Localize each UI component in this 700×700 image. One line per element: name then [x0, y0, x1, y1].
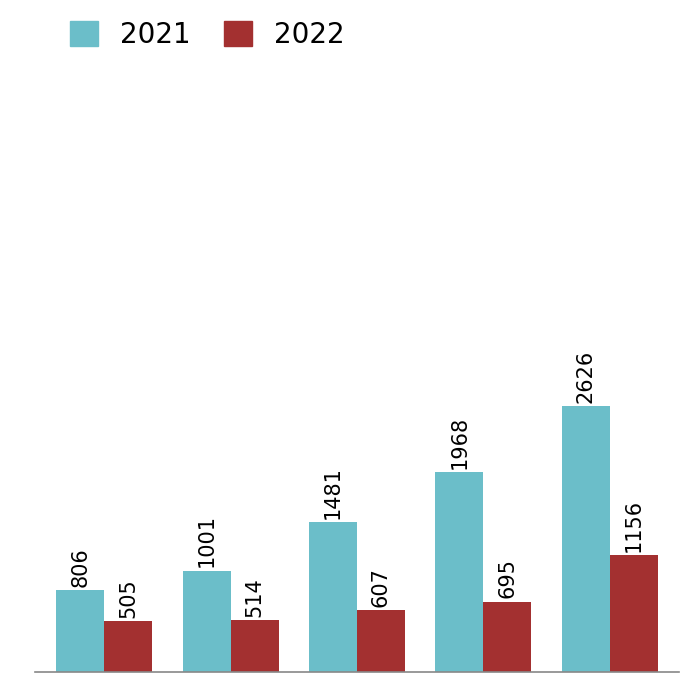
- Text: 1156: 1156: [624, 498, 643, 552]
- Bar: [183, 570, 231, 672]
- Bar: [104, 621, 153, 672]
- Text: 1001: 1001: [197, 514, 217, 568]
- Text: 695: 695: [497, 559, 517, 598]
- Text: 806: 806: [71, 547, 90, 587]
- Bar: [309, 522, 357, 672]
- Bar: [57, 590, 104, 672]
- Text: 505: 505: [118, 578, 139, 618]
- Text: 607: 607: [371, 568, 391, 608]
- Bar: [483, 601, 531, 672]
- Legend: 2021, 2022: 2021, 2022: [70, 21, 344, 49]
- Bar: [435, 473, 483, 672]
- Text: 2626: 2626: [575, 349, 596, 402]
- Text: 1481: 1481: [323, 466, 343, 519]
- Bar: [610, 555, 657, 672]
- Text: 1968: 1968: [449, 416, 469, 470]
- Bar: [357, 610, 405, 672]
- Text: 514: 514: [245, 577, 265, 617]
- Bar: [561, 406, 610, 672]
- Bar: [231, 620, 279, 672]
